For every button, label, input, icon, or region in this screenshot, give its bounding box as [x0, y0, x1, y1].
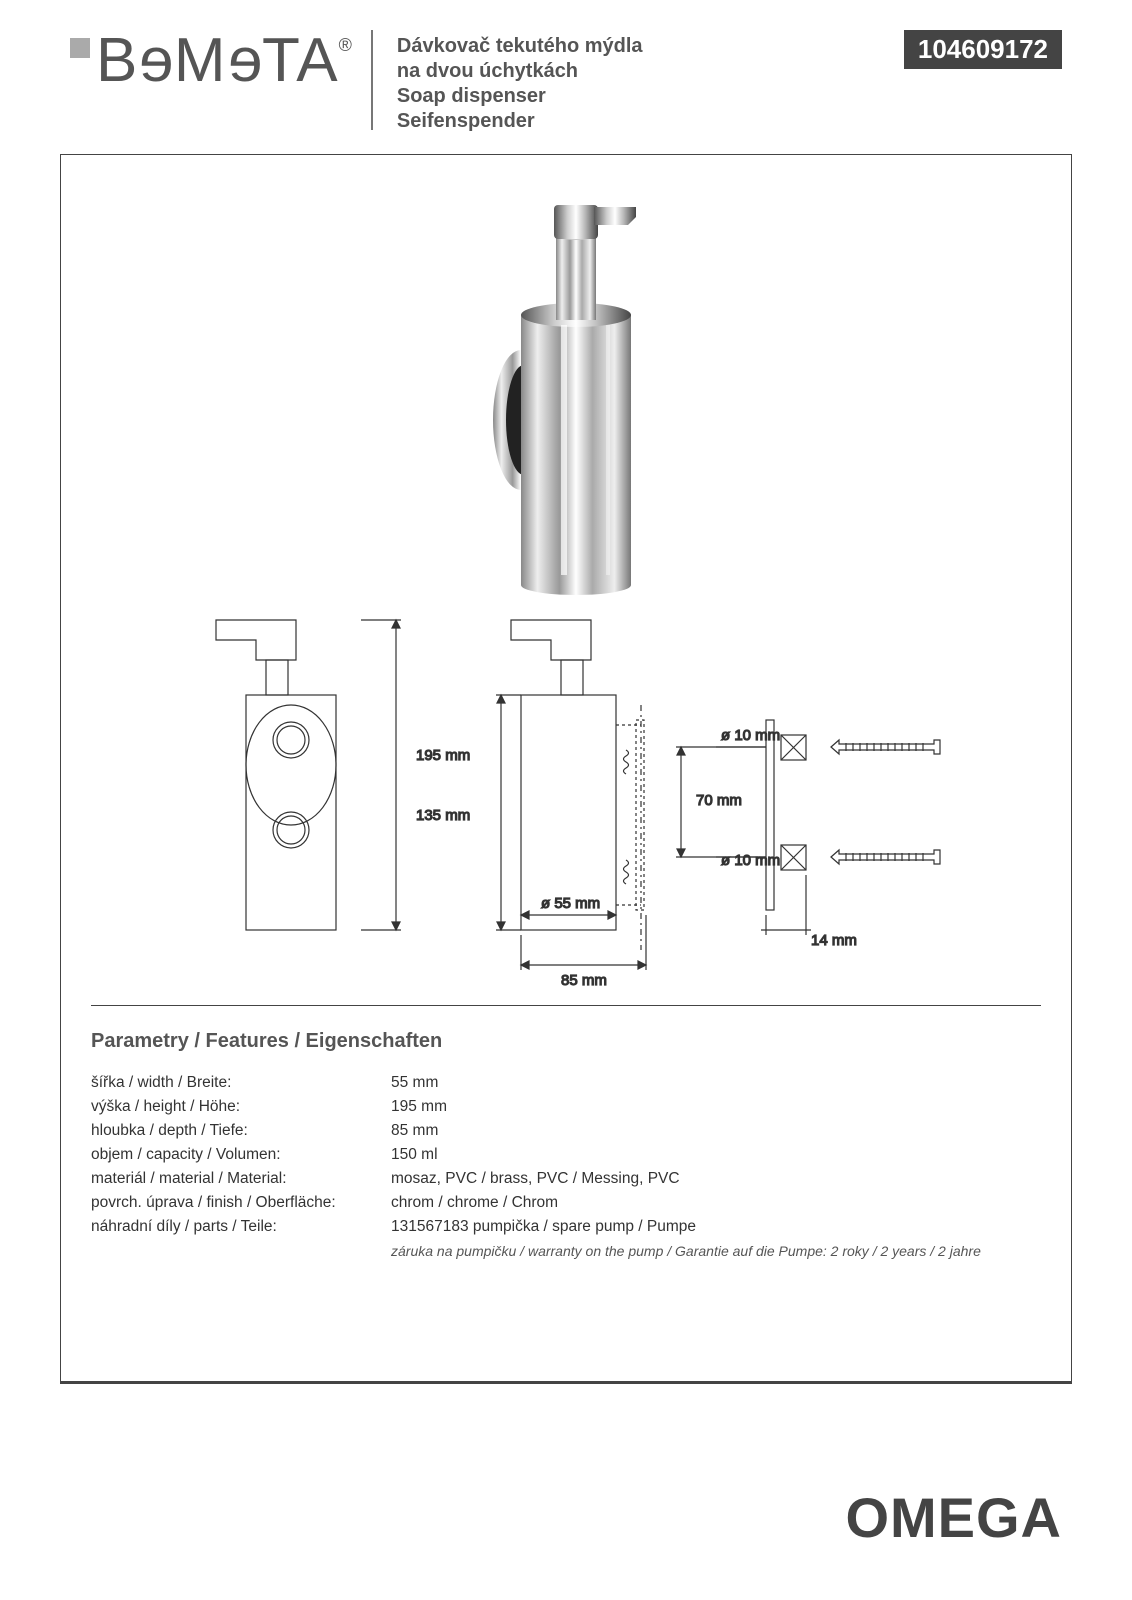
param-value: mosaz, PVC / brass, PVC / Messing, PVC: [391, 1167, 1041, 1191]
header: BeMeTA® Dávkovač tekutého mýdla na dvou …: [0, 0, 1132, 154]
param-label: náhradní díly / parts / Teile:: [91, 1215, 391, 1239]
param-value: 85 mm: [391, 1119, 1041, 1143]
param-value: chrom / chrome / Chrom: [391, 1191, 1041, 1215]
param-label: [91, 1239, 391, 1263]
param-row: objem / capacity / Volumen: 150 ml: [91, 1143, 1041, 1167]
param-label: materiál / material / Material:: [91, 1167, 391, 1191]
parameters-title: Parametry / Features / Eigenschaften: [91, 1030, 1041, 1053]
dim-height-total: 195 mm: [416, 747, 470, 764]
logo: BeMeTA®: [70, 30, 373, 130]
param-label: výška / height / Höhe:: [91, 1095, 391, 1119]
param-label: objem / capacity / Volumen:: [91, 1143, 391, 1167]
dim-hole-2: ø 10 mm: [721, 852, 780, 869]
param-row: náhradní díly / parts / Teile: 131567183…: [91, 1215, 1041, 1239]
title-line: Soap dispenser: [397, 84, 884, 109]
logo-text: BeMeTA®: [96, 30, 353, 92]
product-code: 104609172: [904, 30, 1062, 69]
title-block: Dávkovač tekutého mýdla na dvou úchytkác…: [393, 30, 884, 134]
param-note: záruka na pumpičku / warranty on the pum…: [391, 1241, 1041, 1263]
dim-height-body: 135 mm: [416, 807, 470, 824]
param-row: materiál / material / Material: mosaz, P…: [91, 1167, 1041, 1191]
dim-hole-1: ø 10 mm: [721, 727, 780, 744]
divider: [91, 1005, 1041, 1006]
param-value: 131567183 pumpička / spare pump / Pumpe: [391, 1215, 1041, 1239]
series-name: OMEGA: [845, 1485, 1062, 1550]
param-label: šířka / width / Breite:: [91, 1071, 391, 1095]
dim-hole-spacing: 70 mm: [696, 792, 742, 809]
param-value: 195 mm: [391, 1095, 1041, 1119]
param-row: povrch. úprava / finish / Oberfläche: ch…: [91, 1191, 1041, 1215]
param-row: záruka na pumpičku / warranty on the pum…: [91, 1239, 1041, 1263]
param-value: 150 ml: [391, 1143, 1041, 1167]
title-line: Dávkovač tekutého mýdla: [397, 34, 884, 59]
dim-diameter: ø 55 mm: [541, 895, 600, 912]
product-photo: [466, 175, 666, 595]
dim-depth: 85 mm: [561, 972, 607, 989]
logo-mark: [70, 38, 90, 58]
param-label: hloubka / depth / Tiefe:: [91, 1119, 391, 1143]
main-frame: 195 mm: [60, 154, 1072, 1384]
dim-plate-depth: 14 mm: [811, 932, 857, 949]
param-row: výška / height / Höhe: 195 mm: [91, 1095, 1041, 1119]
parameters-table: šířka / width / Breite: 55 mm výška / he…: [91, 1071, 1041, 1263]
param-row: šířka / width / Breite: 55 mm: [91, 1071, 1041, 1095]
param-label: povrch. úprava / finish / Oberfläche:: [91, 1191, 391, 1215]
parameters-section: Parametry / Features / Eigenschaften šíř…: [91, 1030, 1041, 1263]
param-row: hloubka / depth / Tiefe: 85 mm: [91, 1119, 1041, 1143]
param-value: 55 mm: [391, 1071, 1041, 1095]
technical-drawings: 195 mm: [141, 605, 1021, 995]
title-line: Seifenspender: [397, 109, 884, 134]
title-line: na dvou úchytkách: [397, 59, 884, 84]
